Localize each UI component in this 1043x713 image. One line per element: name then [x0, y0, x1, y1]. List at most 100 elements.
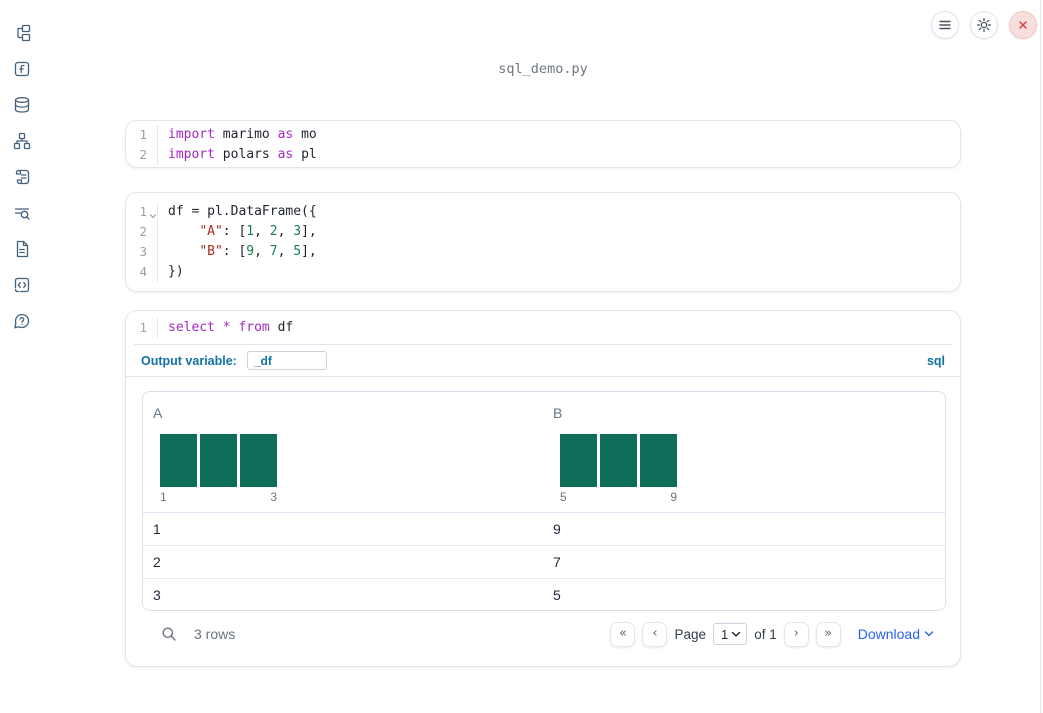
- line-number: 2: [139, 147, 147, 162]
- code-line[interactable]: 2 "A": [1, 2, 3],: [126, 222, 960, 242]
- table-cell: 5: [553, 587, 561, 603]
- dependencies-icon[interactable]: [13, 132, 31, 150]
- sql-cell-footer: Output variable: sql: [126, 345, 960, 377]
- line-number: 1: [139, 127, 147, 142]
- histogram-bar: [640, 434, 677, 487]
- table-cell: 3: [153, 587, 161, 603]
- sql-cell: 1 select * from df Output variable: sql A…: [125, 310, 961, 667]
- column-header-b[interactable]: B 5 9: [543, 392, 945, 512]
- sql-output: A 1 3 B 5 9: [126, 377, 960, 647]
- search-icon[interactable]: [161, 626, 177, 642]
- histogram-axis: 5 9: [560, 490, 677, 504]
- hamburger-icon: [939, 20, 951, 30]
- logs-icon[interactable]: [13, 204, 31, 222]
- code-line[interactable]: 1 select * from df: [126, 318, 960, 338]
- code-text: import marimo as mo: [168, 127, 317, 142]
- notebook-filename: sql_demo.py: [498, 61, 588, 77]
- close-icon: [1019, 21, 1027, 29]
- code-line[interactable]: 4}): [126, 262, 960, 282]
- table-footer: 3 rows « ‹ Page 1 of 1 › »: [142, 621, 944, 647]
- table-cell: 7: [553, 554, 561, 570]
- code-text: select * from df: [168, 320, 294, 335]
- code-line[interactable]: 1 df = pl.DataFrame({: [126, 202, 960, 222]
- snippets-icon[interactable]: [13, 276, 31, 294]
- code-line[interactable]: 3 "B": [9, 7, 5],: [126, 242, 960, 262]
- table-header: A 1 3 B 5 9: [143, 392, 945, 513]
- output-variable-label: Output variable:: [141, 353, 237, 368]
- line-number-gutter: 2: [126, 145, 158, 165]
- histogram-axis: 1 3: [160, 490, 277, 504]
- column-name: A: [153, 405, 163, 421]
- table-cell: 2: [153, 554, 161, 570]
- line-number: 3: [139, 244, 147, 259]
- axis-max-label: 9: [670, 490, 677, 504]
- chevron-down-icon: [732, 631, 741, 637]
- line-number-gutter: 1: [126, 125, 158, 145]
- shutdown-button[interactable]: [1009, 11, 1037, 39]
- code-cell-imports[interactable]: 1 import marimo as mo 2 import polars as pl: [125, 120, 961, 168]
- histogram-bar: [560, 434, 597, 487]
- datasources-icon[interactable]: [13, 96, 31, 114]
- column-header-a[interactable]: A 1 3: [143, 392, 543, 512]
- settings-button[interactable]: [970, 11, 998, 39]
- next-page-button[interactable]: ›: [783, 621, 809, 647]
- line-number: 1: [139, 204, 147, 219]
- chevrons-left-icon: «: [618, 625, 627, 641]
- axis-max-label: 3: [270, 490, 277, 504]
- code-text: import polars as pl: [168, 147, 317, 162]
- chevrons-right-icon: »: [824, 625, 833, 641]
- code-text: df = pl.DataFrame({: [168, 204, 317, 219]
- page-label: Page: [674, 626, 706, 642]
- gear-icon: [976, 17, 992, 33]
- code-text: }): [168, 264, 184, 279]
- pagination: « ‹ Page 1 of 1 › » Downlo: [610, 621, 934, 647]
- variables-icon[interactable]: [13, 60, 31, 78]
- first-page-button[interactable]: «: [610, 621, 636, 647]
- notebook-area: sql_demo.py 1 import marimo as mo 2 import …: [125, 0, 961, 713]
- dataframe-table: A 1 3 B 5 9: [142, 391, 946, 611]
- table-cell: 9: [553, 521, 561, 537]
- download-button[interactable]: Download: [858, 626, 934, 642]
- download-label: Download: [857, 626, 920, 642]
- code-text: "A": [1, 2, 3],: [199, 224, 317, 239]
- axis-min-label: 5: [560, 490, 567, 504]
- file-explorer-icon[interactable]: [13, 24, 31, 42]
- output-variable-input[interactable]: [246, 351, 327, 370]
- prev-page-button[interactable]: ‹: [642, 621, 668, 647]
- line-number-gutter: 3: [126, 242, 158, 262]
- histogram-bar: [200, 434, 237, 487]
- help-icon[interactable]: [13, 312, 31, 330]
- documentation-icon[interactable]: [13, 240, 31, 258]
- sql-editor[interactable]: 1 select * from df: [126, 311, 960, 344]
- page-select[interactable]: 1: [712, 623, 748, 645]
- line-number: 2: [139, 224, 147, 239]
- histogram-bar: [160, 434, 197, 487]
- scrollbar-track[interactable]: [1040, 0, 1041, 713]
- scratchpad-icon[interactable]: [13, 168, 31, 186]
- menu-button[interactable]: [931, 11, 959, 39]
- row-count: 3 rows: [194, 626, 236, 642]
- language-badge: sql: [926, 353, 945, 368]
- chevron-left-icon: ‹: [652, 625, 658, 641]
- last-page-button[interactable]: »: [815, 621, 841, 647]
- histogram-a: [160, 434, 277, 487]
- column-name: B: [553, 405, 563, 421]
- code-text: "B": [9, 7, 5],: [199, 244, 317, 259]
- sidebar: [0, 0, 44, 713]
- code-line[interactable]: 2 import polars as pl: [126, 145, 960, 165]
- line-number-gutter: 2: [126, 222, 158, 242]
- histogram-bar: [240, 434, 277, 487]
- axis-min-label: 1: [160, 490, 167, 504]
- table-cell: 1: [153, 521, 161, 537]
- fold-chevron-icon[interactable]: [149, 207, 157, 219]
- code-cell-dataframe[interactable]: 1 df = pl.DataFrame({2 "A": [1, 2, 3], 3 "…: [125, 192, 961, 292]
- histogram-b: [560, 434, 677, 487]
- code-line[interactable]: 1 import marimo as mo: [126, 125, 960, 145]
- chevron-down-icon: [924, 631, 934, 637]
- page-select-value: 1: [720, 626, 729, 642]
